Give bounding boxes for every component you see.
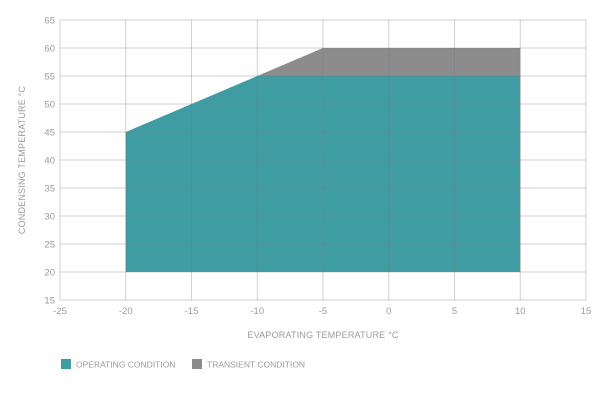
y-tick-label: 25 <box>44 240 55 251</box>
y-tick-label: 65 <box>44 16 55 27</box>
areas-layer <box>125 48 521 272</box>
x-axis-title: EVAPORATING TEMPERATURE °C <box>247 330 398 340</box>
x-tick-label: 10 <box>515 306 526 317</box>
legend-label-transient-condition: TRANSIENT CONDITION <box>207 360 305 370</box>
y-tick-label: 55 <box>44 72 55 83</box>
y-tick-label: 35 <box>44 184 55 195</box>
y-axis-title: CONDENSING TEMPERATURE °C <box>17 86 27 235</box>
x-tick-label: -20 <box>119 306 133 317</box>
y-tick-label: 30 <box>44 212 55 223</box>
legend-swatch-operating-condition <box>61 359 71 369</box>
tick-labels-layer: -25 -20 -15 -10 -5 0 5 10 15 15 20 25 30 35 40 45 50 55 60… <box>44 16 591 318</box>
y-tick-label: 45 <box>44 128 55 139</box>
x-tick-label: -15 <box>185 306 199 317</box>
area-transient-condition <box>257 48 521 76</box>
y-tick-label: 60 <box>44 44 55 55</box>
x-tick-label: -5 <box>319 306 327 317</box>
y-tick-label: 20 <box>44 268 55 279</box>
area-operating-condition <box>125 76 521 272</box>
x-tick-label: 0 <box>386 306 391 317</box>
y-tick-label: 40 <box>44 156 55 167</box>
legend: OPERATING CONDITION TRANSIENT CONDITION <box>61 359 305 370</box>
grid-layer <box>59 19 587 301</box>
x-tick-label: 5 <box>452 306 457 317</box>
legend-swatch-transient-condition <box>192 359 202 369</box>
y-tick-label: 15 <box>44 296 55 307</box>
x-tick-label: -25 <box>53 306 67 317</box>
y-tick-label: 50 <box>44 100 55 111</box>
legend-label-operating-condition: OPERATING CONDITION <box>76 360 176 370</box>
x-tick-label: -10 <box>250 306 264 317</box>
x-tick-label: 15 <box>581 306 592 317</box>
